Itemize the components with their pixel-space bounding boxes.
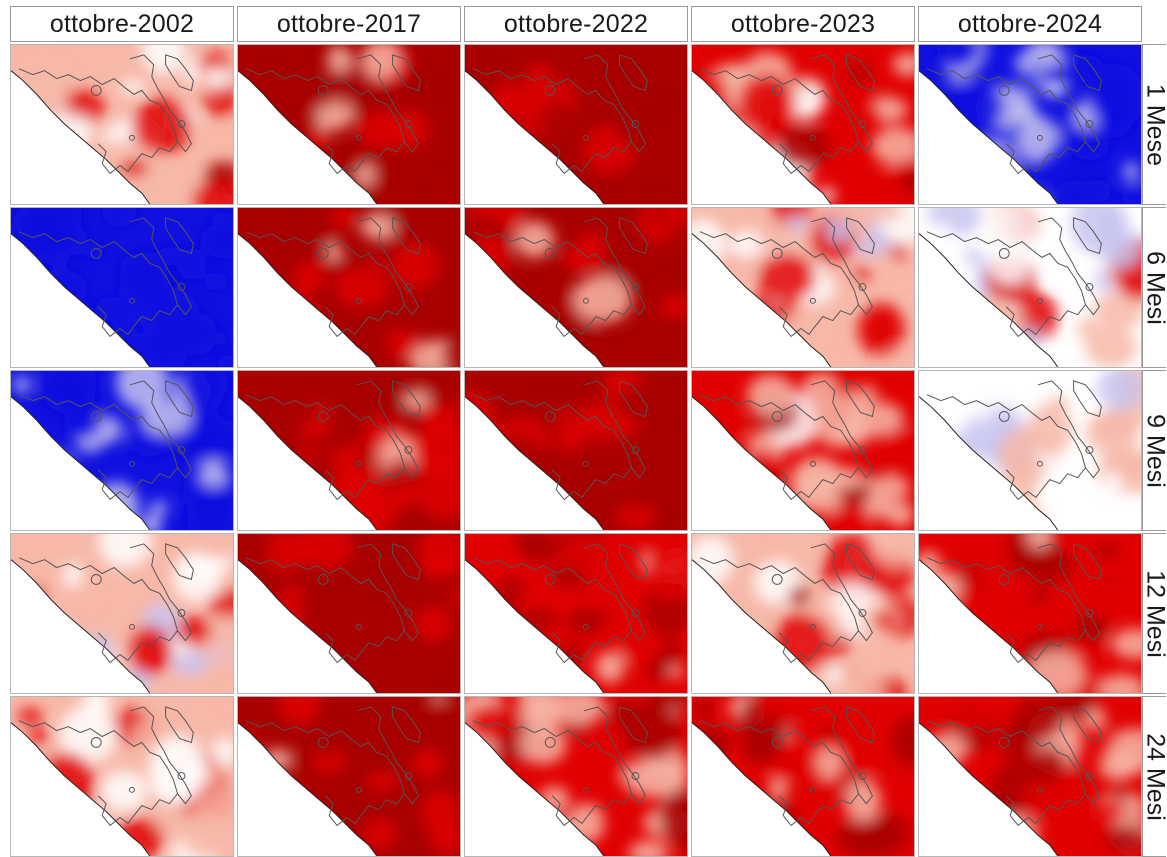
anomaly-map	[919, 208, 1141, 367]
anomaly-map	[465, 371, 687, 530]
anomaly-map	[919, 45, 1141, 204]
map-panel-2002-1m	[10, 44, 234, 205]
anomaly-map	[465, 534, 687, 693]
row-header-12m: 12 Mesi	[1141, 533, 1167, 694]
map-panel-2022-6m	[464, 207, 688, 368]
row-header-24m: 24 Mesi	[1141, 696, 1167, 857]
row-header-label: 1 Mese	[1141, 83, 1167, 166]
column-header-2023: ottobre-2023	[691, 6, 915, 42]
map-panel-2024-1m	[918, 44, 1142, 205]
column-header-2017: ottobre-2017	[237, 6, 461, 42]
map-panel-2022-24m	[464, 696, 688, 857]
map-panel-2023-12m	[691, 533, 915, 694]
row-header-label: 9 Mesi	[1141, 413, 1167, 488]
anomaly-map	[692, 45, 914, 204]
anomaly-map	[465, 697, 687, 856]
row-header-label: 12 Mesi	[1141, 569, 1167, 658]
anomaly-map	[238, 45, 460, 204]
map-panel-2023-6m	[691, 207, 915, 368]
anomaly-map	[919, 371, 1141, 530]
map-panel-2023-9m	[691, 370, 915, 531]
map-panel-2002-9m	[10, 370, 234, 531]
map-panel-2002-24m	[10, 696, 234, 857]
map-panel-2024-6m	[918, 207, 1142, 368]
map-panel-2024-12m	[918, 533, 1142, 694]
anomaly-map	[11, 45, 233, 204]
anomaly-map	[11, 371, 233, 530]
anomaly-map	[465, 45, 687, 204]
anomaly-map	[692, 697, 914, 856]
anomaly-map	[692, 371, 914, 530]
map-panel-2002-12m	[10, 533, 234, 694]
anomaly-map	[919, 534, 1141, 693]
map-panel-2017-6m	[237, 207, 461, 368]
anomaly-map	[11, 534, 233, 693]
map-panel-2017-9m	[237, 370, 461, 531]
column-header-2022: ottobre-2022	[464, 6, 688, 42]
map-panel-2017-12m	[237, 533, 461, 694]
anomaly-map	[11, 208, 233, 367]
anomaly-map	[238, 208, 460, 367]
column-header-2024: ottobre-2024	[918, 6, 1142, 42]
map-panel-2017-1m	[237, 44, 461, 205]
anomaly-map	[465, 208, 687, 367]
row-header-1m: 1 Mese	[1141, 44, 1167, 205]
map-panel-2023-24m	[691, 696, 915, 857]
map-panel-2002-6m	[10, 207, 234, 368]
anomaly-map	[238, 371, 460, 530]
column-header-2002: ottobre-2002	[10, 6, 234, 42]
map-panel-2024-9m	[918, 370, 1142, 531]
map-panel-2022-1m	[464, 44, 688, 205]
map-panel-2024-24m	[918, 696, 1142, 857]
row-header-label: 6 Mesi	[1141, 250, 1167, 325]
map-panel-2022-12m	[464, 533, 688, 694]
row-header-6m: 6 Mesi	[1141, 207, 1167, 368]
anomaly-map	[238, 697, 460, 856]
anomaly-map	[238, 534, 460, 693]
row-header-9m: 9 Mesi	[1141, 370, 1167, 531]
anomaly-map	[919, 697, 1141, 856]
map-panel-2022-9m	[464, 370, 688, 531]
anomaly-map	[11, 697, 233, 856]
anomaly-map	[692, 534, 914, 693]
map-panel-2017-24m	[237, 696, 461, 857]
row-header-label: 24 Mesi	[1141, 732, 1167, 821]
map-panel-2023-1m	[691, 44, 915, 205]
anomaly-map	[692, 208, 914, 367]
